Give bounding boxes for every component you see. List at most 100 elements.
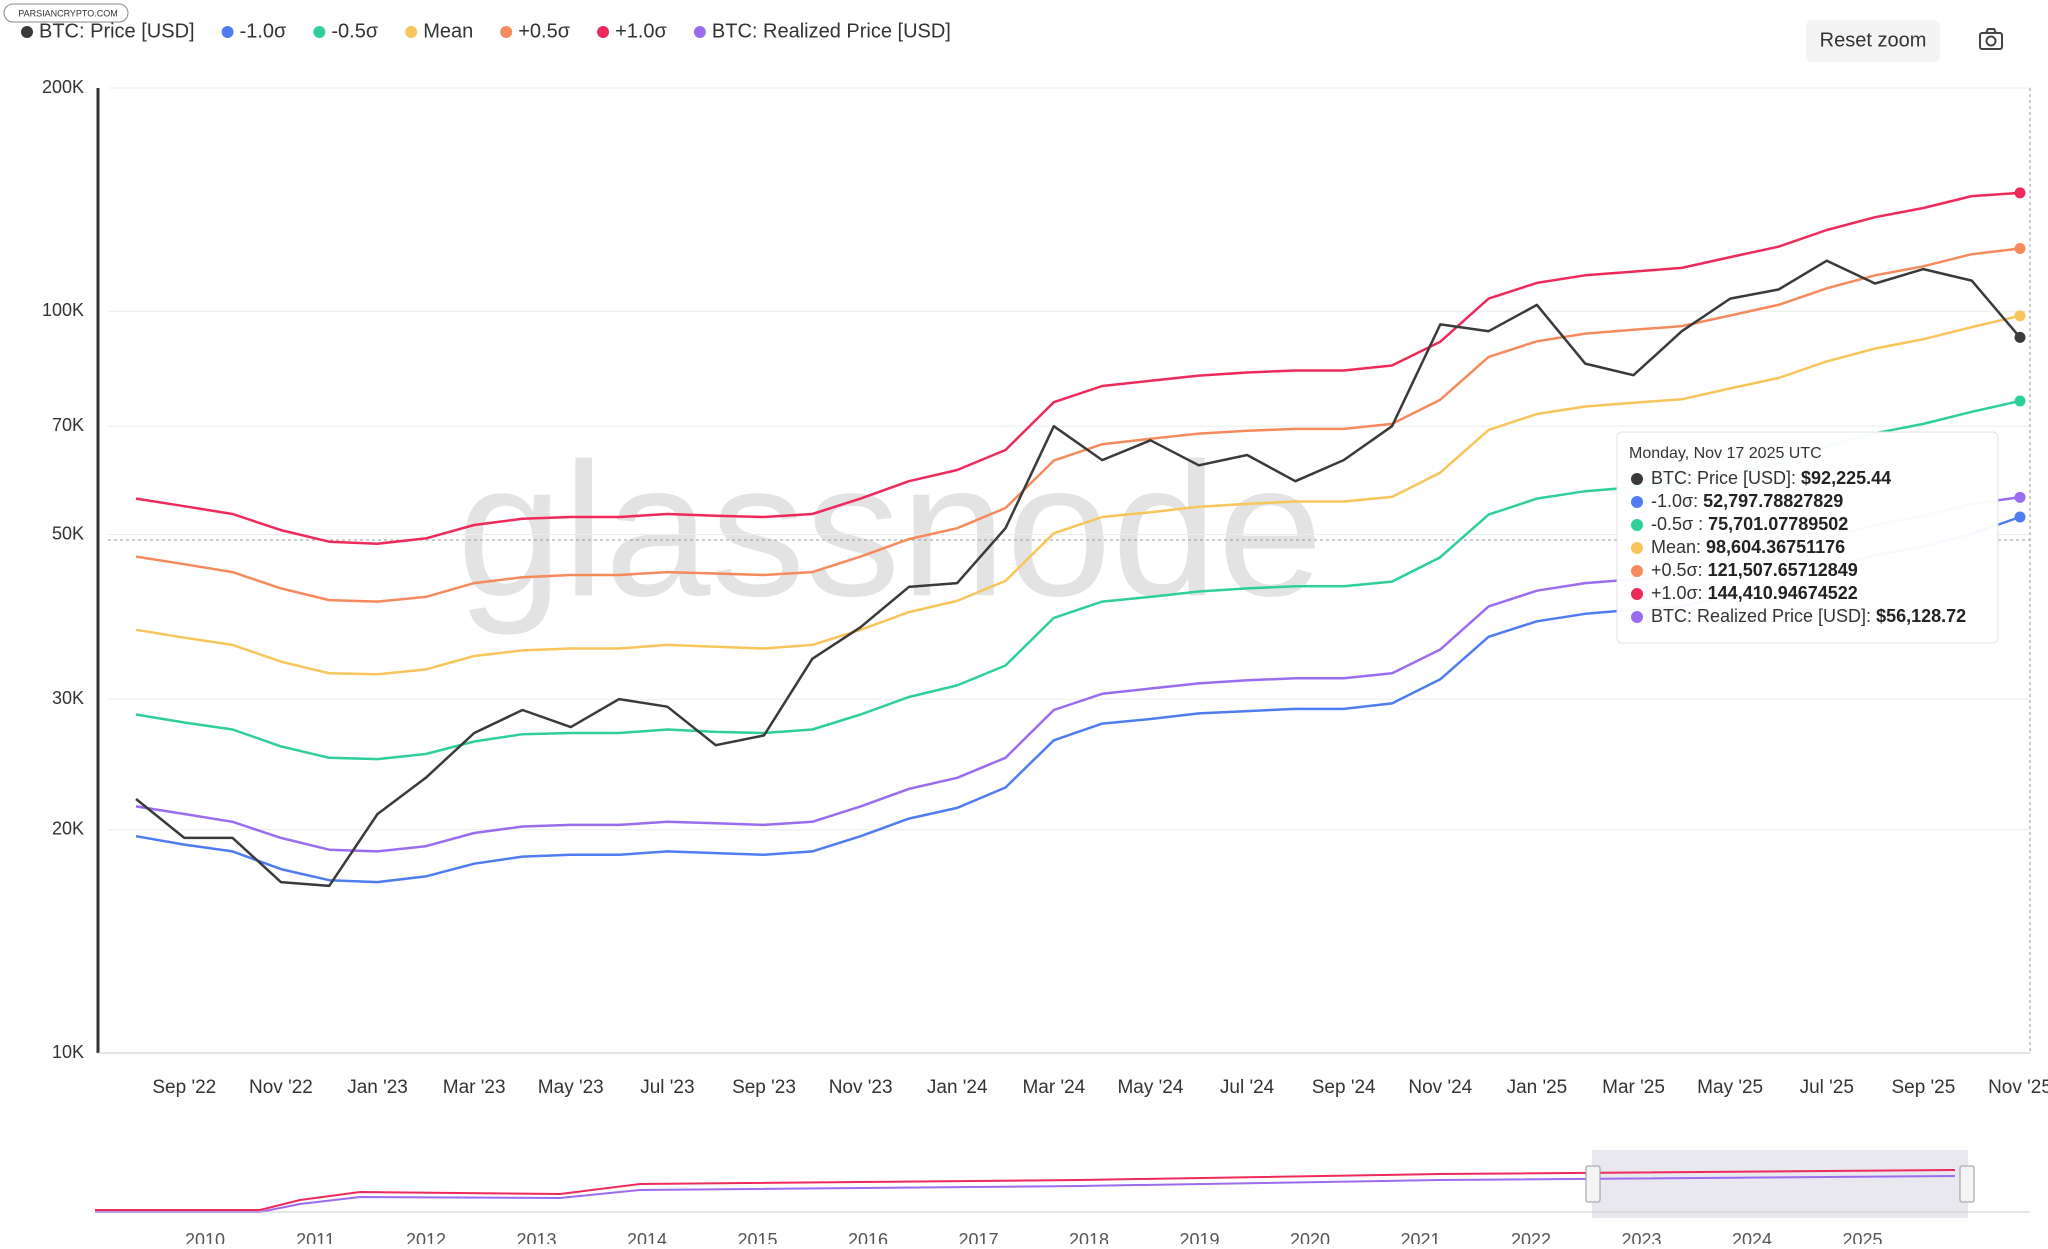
tooltip-marker <box>1631 496 1643 508</box>
tooltip-marker <box>1631 588 1643 600</box>
tooltip-marker <box>1631 473 1643 485</box>
legend-label: BTC: Realized Price [USD] <box>712 20 951 42</box>
tooltip-label: Mean: <box>1651 537 1701 557</box>
x-tick-label: Nov '25 <box>1988 1077 2048 1098</box>
tooltip-label: +1.0σ: <box>1651 583 1703 603</box>
navigator-year: 2014 <box>627 1230 667 1244</box>
tooltip-label: BTC: Realized Price [USD]: <box>1651 606 1871 626</box>
navigator-handle[interactable] <box>1959 1165 1975 1203</box>
camera-icon[interactable] <box>1979 28 2003 50</box>
legend-marker <box>405 26 418 38</box>
series-line <box>135 191 2021 545</box>
x-tick-label: Sep '24 <box>1312 1077 1376 1098</box>
x-tick-label: Jan '25 <box>1507 1077 1568 1098</box>
legend-label: BTC: Price [USD] <box>39 20 195 42</box>
x-tick-label: Sep '22 <box>152 1077 216 1098</box>
reset-zoom-button[interactable] <box>1806 20 1940 62</box>
navigator-year: 2011 <box>296 1230 335 1244</box>
x-tick-label: Mar '23 <box>443 1077 506 1098</box>
y-tick-label: 20K <box>52 818 84 838</box>
legend-label: Mean <box>423 20 473 42</box>
navigator-year: 2010 <box>185 1230 225 1244</box>
x-tick-label: Nov '24 <box>1408 1077 1472 1098</box>
navigator-year: 2024 <box>1732 1230 1772 1244</box>
series-line <box>135 314 2021 676</box>
navigator-year: 2021 <box>1400 1230 1440 1244</box>
badge-frame <box>3 3 129 23</box>
y-tick-label: 50K <box>52 523 84 543</box>
tooltip-marker <box>1631 542 1643 554</box>
x-tick-label: Nov '22 <box>249 1077 313 1098</box>
navigator-year: 2013 <box>516 1230 556 1244</box>
tooltip-value: 98,604.36751176 <box>1706 537 1845 557</box>
navigator-selection <box>1592 1150 1968 1218</box>
x-tick-label: Mar '25 <box>1602 1077 1665 1098</box>
navigator-year: 2018 <box>1069 1230 1109 1244</box>
end-marker <box>2014 395 2026 407</box>
legend-marker <box>500 26 513 38</box>
tooltip-label: BTC: Price [USD]: <box>1651 468 1796 488</box>
legend-marker <box>21 26 33 38</box>
y-tick-label: 30K <box>52 688 84 708</box>
legend-label: +0.5σ <box>518 20 570 42</box>
series-line <box>135 259 2021 888</box>
tooltip-value: 144,410.94674522 <box>1708 583 1858 603</box>
navigator <box>95 1150 2030 1218</box>
navigator-year: 2015 <box>737 1230 777 1244</box>
end-marker <box>2014 310 2026 322</box>
x-tick-label: May '24 <box>1117 1077 1183 1098</box>
tooltip-label: -0.5σ : <box>1651 514 1703 534</box>
navigator-line <box>95 1175 1956 1213</box>
x-tick-label: Jan '23 <box>347 1077 408 1098</box>
navigator-line <box>95 1169 1956 1211</box>
y-tick-label: 200K <box>42 77 84 97</box>
end-marker <box>2014 511 2026 523</box>
navigator-year: 2023 <box>1621 1230 1661 1244</box>
end-marker <box>2014 243 2026 255</box>
tooltip-label: +0.5σ: <box>1651 560 1703 580</box>
watermark: glassnode <box>457 424 1323 636</box>
navigator-year: 2025 <box>1842 1230 1882 1244</box>
y-tick-label: 10K <box>52 1042 84 1062</box>
x-tick-label: Jul '25 <box>1800 1077 1854 1098</box>
tooltip-value: 121,507.65712849 <box>1708 560 1858 580</box>
x-tick-label: May '23 <box>538 1077 604 1098</box>
end-marker <box>2014 331 2026 343</box>
tooltip-marker <box>1631 611 1643 623</box>
legend-marker <box>221 26 234 38</box>
end-marker <box>2014 187 2026 199</box>
tooltip-box <box>1616 431 1999 644</box>
legend-marker <box>313 26 326 38</box>
tooltip-label: -1.0σ: <box>1651 491 1698 511</box>
tooltip-marker <box>1631 565 1643 577</box>
navigator-year: 2020 <box>1290 1230 1330 1244</box>
y-tick-label: 70K <box>52 415 84 435</box>
tooltip-value: $92,225.44 <box>1801 468 1891 488</box>
x-tick-label: Jan '24 <box>927 1077 988 1098</box>
navigator-year: 2012 <box>406 1230 446 1244</box>
end-marker <box>2014 491 2026 503</box>
navigator-handle[interactable] <box>1585 1165 1601 1203</box>
series-line <box>135 247 2021 603</box>
x-tick-label: May '25 <box>1697 1077 1763 1098</box>
tooltip-title: Monday, Nov 17 2025 UTC <box>1629 445 1822 462</box>
tooltip-value: $56,128.72 <box>1876 606 1966 626</box>
site-badge: PARSIANCRYPTO.COM <box>18 8 118 18</box>
x-tick-label: Nov '23 <box>829 1077 893 1098</box>
legend-label: -0.5σ <box>331 20 378 42</box>
x-tick-label: Sep '25 <box>1891 1077 1955 1098</box>
x-tick-label: Jul '23 <box>640 1077 694 1098</box>
tooltip-marker <box>1631 519 1643 531</box>
legend-marker <box>693 26 706 38</box>
navigator-year: 2022 <box>1511 1230 1551 1244</box>
navigator-year: 2017 <box>958 1230 998 1244</box>
x-tick-label: Sep '23 <box>732 1077 796 1098</box>
tooltip-value: 75,701.07789502 <box>1708 514 1848 534</box>
reset-zoom-label[interactable]: Reset zoom <box>1820 29 1927 51</box>
legend-label: +1.0σ <box>615 20 667 42</box>
legend-marker <box>597 26 610 38</box>
y-tick-label: 100K <box>42 300 84 320</box>
navigator-year: 2016 <box>848 1230 888 1244</box>
